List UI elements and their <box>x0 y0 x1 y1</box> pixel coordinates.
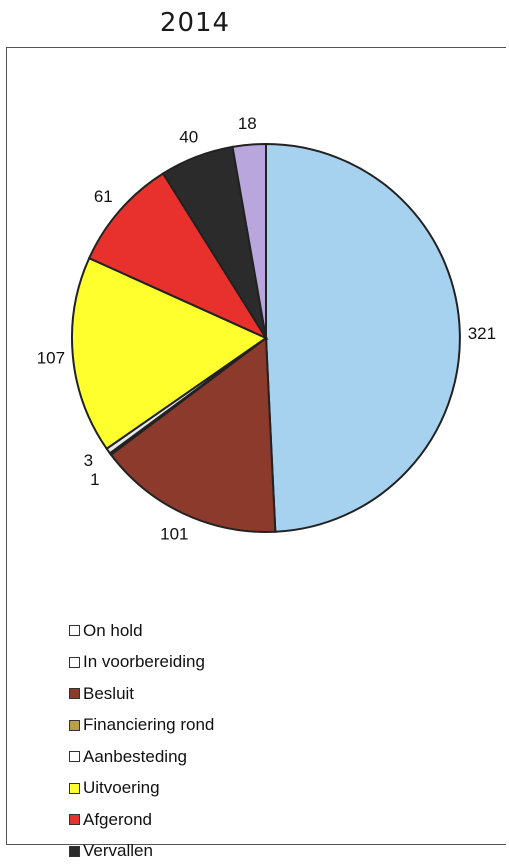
legend-label: Financiering rond <box>83 715 214 735</box>
legend-label: Besluit <box>83 684 134 704</box>
legend-item-vervallen: Vervallen <box>69 836 214 867</box>
legend-label: Vervallen <box>83 841 153 861</box>
legend-label: Aanbesteding <box>83 747 187 767</box>
data-label-on-hold: 321 <box>468 324 496 343</box>
data-label-vervallen: 18 <box>238 114 257 133</box>
legend-swatch <box>69 846 80 857</box>
legend-item-aanbesteding: Aanbesteding <box>69 741 214 773</box>
legend-item-besluit: Besluit <box>69 678 214 710</box>
legend-swatch <box>69 657 80 668</box>
legend-swatch <box>69 783 80 794</box>
legend-swatch <box>69 688 80 699</box>
data-label-uitvoering: 61 <box>94 187 113 206</box>
legend-label: In voorbereiding <box>83 652 205 672</box>
legend-item-uitvoering: Uitvoering <box>69 773 214 805</box>
legend-label: Uitvoering <box>83 778 160 798</box>
chart-legend: On hold In voorbereiding Besluit Financieri… <box>69 615 214 867</box>
legend-label: Afgerond <box>83 810 152 830</box>
legend-item-afgerond: Afgerond <box>69 804 214 836</box>
legend-item-financiering-rond: Financiering rond <box>69 710 214 742</box>
data-label-besluit: 1 <box>90 470 99 489</box>
legend-swatch <box>69 720 80 731</box>
page-title: 2014 <box>0 8 390 38</box>
data-label-in-voorbereiding: 101 <box>160 525 188 544</box>
legend-item-on-hold: On hold <box>69 615 214 647</box>
legend-swatch <box>69 625 80 636</box>
data-label-afgerond: 40 <box>179 127 198 146</box>
data-label-aanbesteding: 107 <box>37 349 65 368</box>
legend-swatch <box>69 814 80 825</box>
legend-item-in-voorbereiding: In voorbereiding <box>69 647 214 679</box>
legend-swatch <box>69 751 80 762</box>
data-label-financiering-rond: 3 <box>84 451 93 470</box>
legend-label: On hold <box>83 621 143 641</box>
pie-slice-on-hold <box>266 144 460 532</box>
